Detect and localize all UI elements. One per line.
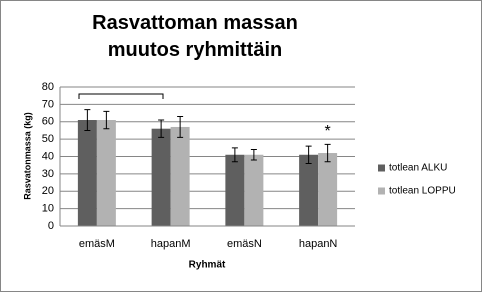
y-tick-label: 10 [42,203,54,215]
legend-swatch [378,187,385,195]
x-tick-label: emäsN [227,238,262,250]
error-bar [103,110,110,130]
y-tick-label: 30 [42,168,54,180]
legend-label: totlean LOPPU [389,186,456,197]
y-axis-label: Rasvatonmassa (kg) [22,112,32,200]
y-tick-label: 50 [42,133,54,145]
y-tick-label: 70 [42,98,54,110]
significance-bracket [78,93,164,99]
bar [225,154,245,226]
error-bar [177,116,184,138]
x-tick-label: hapanN [299,238,338,250]
y-tick-label: 80 [42,81,54,93]
error-bar [158,119,165,138]
y-tick-label: 0 [48,220,54,232]
y-tick-label: 20 [42,185,54,197]
error-bar [305,145,312,164]
error-bar [324,143,331,163]
bar [151,128,171,226]
annotation: * [325,123,331,140]
error-bar [231,147,238,163]
chart-title: Rasvattoman massan muutos ryhmittäin [92,12,298,61]
error-bar [84,109,91,131]
y-tick-label: 60 [42,116,54,128]
legend-swatch [378,164,385,172]
bar [299,154,319,226]
x-tick-label: hapanM [151,238,191,250]
x-axis-label: Ryhmät [189,260,226,271]
bar [77,120,97,226]
bar [96,120,116,226]
legend-label: totlean ALKU [389,163,447,174]
bar [170,126,190,226]
bar [244,154,264,226]
x-tick-label: emäsM [79,238,115,250]
error-bar [250,149,257,161]
y-tick-label: 40 [42,150,54,162]
bar [318,153,338,226]
